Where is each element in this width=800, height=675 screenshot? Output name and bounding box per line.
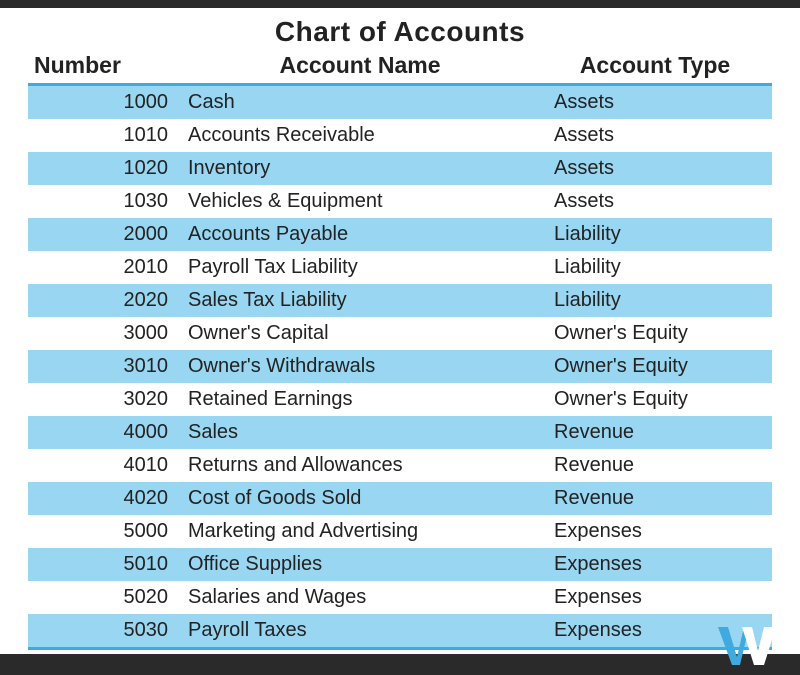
top-bar [0, 0, 800, 8]
cell-account-name: Retained Earnings [182, 383, 538, 416]
table-row: 4000SalesRevenue [28, 416, 772, 449]
cell-account-name: Owner's Capital [182, 317, 538, 350]
cell-number: 4010 [28, 449, 182, 482]
col-header-type: Account Type [538, 50, 772, 85]
content-area: Chart of Accounts Number Account Name Ac… [0, 8, 800, 654]
table-row: 2000Accounts PayableLiability [28, 218, 772, 251]
cell-account-name: Owner's Withdrawals [182, 350, 538, 383]
cell-account-name: Returns and Allowances [182, 449, 538, 482]
cell-account-name: Marketing and Advertising [182, 515, 538, 548]
cell-account-name: Accounts Receivable [182, 119, 538, 152]
cell-number: 5000 [28, 515, 182, 548]
table-header-row: Number Account Name Account Type [28, 50, 772, 85]
cell-number: 3010 [28, 350, 182, 383]
accounts-table: Number Account Name Account Type 1000Cas… [28, 50, 772, 650]
cell-account-name: Cost of Goods Sold [182, 482, 538, 515]
table-row: 1010Accounts ReceivableAssets [28, 119, 772, 152]
cell-number: 5020 [28, 581, 182, 614]
cell-account-type: Revenue [538, 482, 772, 515]
cell-account-name: Office Supplies [182, 548, 538, 581]
cell-number: 1030 [28, 185, 182, 218]
table-row: 2020Sales Tax LiabilityLiability [28, 284, 772, 317]
col-header-name: Account Name [182, 50, 538, 85]
table-row: 4010Returns and AllowancesRevenue [28, 449, 772, 482]
table-row: 3000Owner's CapitalOwner's Equity [28, 317, 772, 350]
cell-account-type: Liability [538, 218, 772, 251]
cell-number: 5010 [28, 548, 182, 581]
cell-account-name: Inventory [182, 152, 538, 185]
cell-number: 5030 [28, 614, 182, 649]
table-row: 4020Cost of Goods SoldRevenue [28, 482, 772, 515]
cell-number: 3020 [28, 383, 182, 416]
cell-account-name: Accounts Payable [182, 218, 538, 251]
cell-number: 1000 [28, 85, 182, 120]
cell-account-type: Liability [538, 251, 772, 284]
table-row: 5020Salaries and WagesExpenses [28, 581, 772, 614]
cell-account-type: Assets [538, 85, 772, 120]
table-row: 3010Owner's WithdrawalsOwner's Equity [28, 350, 772, 383]
cell-account-type: Liability [538, 284, 772, 317]
cell-number: 2010 [28, 251, 182, 284]
page-title: Chart of Accounts [28, 16, 772, 48]
table-row: 2010Payroll Tax LiabilityLiability [28, 251, 772, 284]
cell-account-name: Payroll Taxes [182, 614, 538, 649]
cell-account-name: Salaries and Wages [182, 581, 538, 614]
cell-account-name: Sales [182, 416, 538, 449]
cell-account-type: Assets [538, 185, 772, 218]
cell-account-type: Expenses [538, 548, 772, 581]
w-logo-icon [718, 621, 778, 669]
bottom-bar [0, 654, 800, 675]
table-row: 5000Marketing and AdvertisingExpenses [28, 515, 772, 548]
cell-account-type: Revenue [538, 416, 772, 449]
table-row: 5010Office SuppliesExpenses [28, 548, 772, 581]
table-row: 1000CashAssets [28, 85, 772, 120]
cell-number: 3000 [28, 317, 182, 350]
cell-account-type: Expenses [538, 581, 772, 614]
cell-account-type: Owner's Equity [538, 383, 772, 416]
cell-number: 4020 [28, 482, 182, 515]
table-row: 3020Retained EarningsOwner's Equity [28, 383, 772, 416]
cell-account-name: Vehicles & Equipment [182, 185, 538, 218]
cell-account-type: Expenses [538, 515, 772, 548]
cell-number: 2020 [28, 284, 182, 317]
cell-number: 4000 [28, 416, 182, 449]
cell-number: 2000 [28, 218, 182, 251]
cell-account-type: Revenue [538, 449, 772, 482]
cell-account-name: Payroll Tax Liability [182, 251, 538, 284]
cell-account-type: Owner's Equity [538, 350, 772, 383]
cell-number: 1020 [28, 152, 182, 185]
table-row: 1020InventoryAssets [28, 152, 772, 185]
cell-number: 1010 [28, 119, 182, 152]
table-row: 5030Payroll TaxesExpenses [28, 614, 772, 649]
table-row: 1030Vehicles & EquipmentAssets [28, 185, 772, 218]
cell-account-type: Assets [538, 119, 772, 152]
cell-account-name: Sales Tax Liability [182, 284, 538, 317]
cell-account-type: Assets [538, 152, 772, 185]
cell-account-type: Owner's Equity [538, 317, 772, 350]
col-header-number: Number [28, 50, 182, 85]
cell-account-name: Cash [182, 85, 538, 120]
